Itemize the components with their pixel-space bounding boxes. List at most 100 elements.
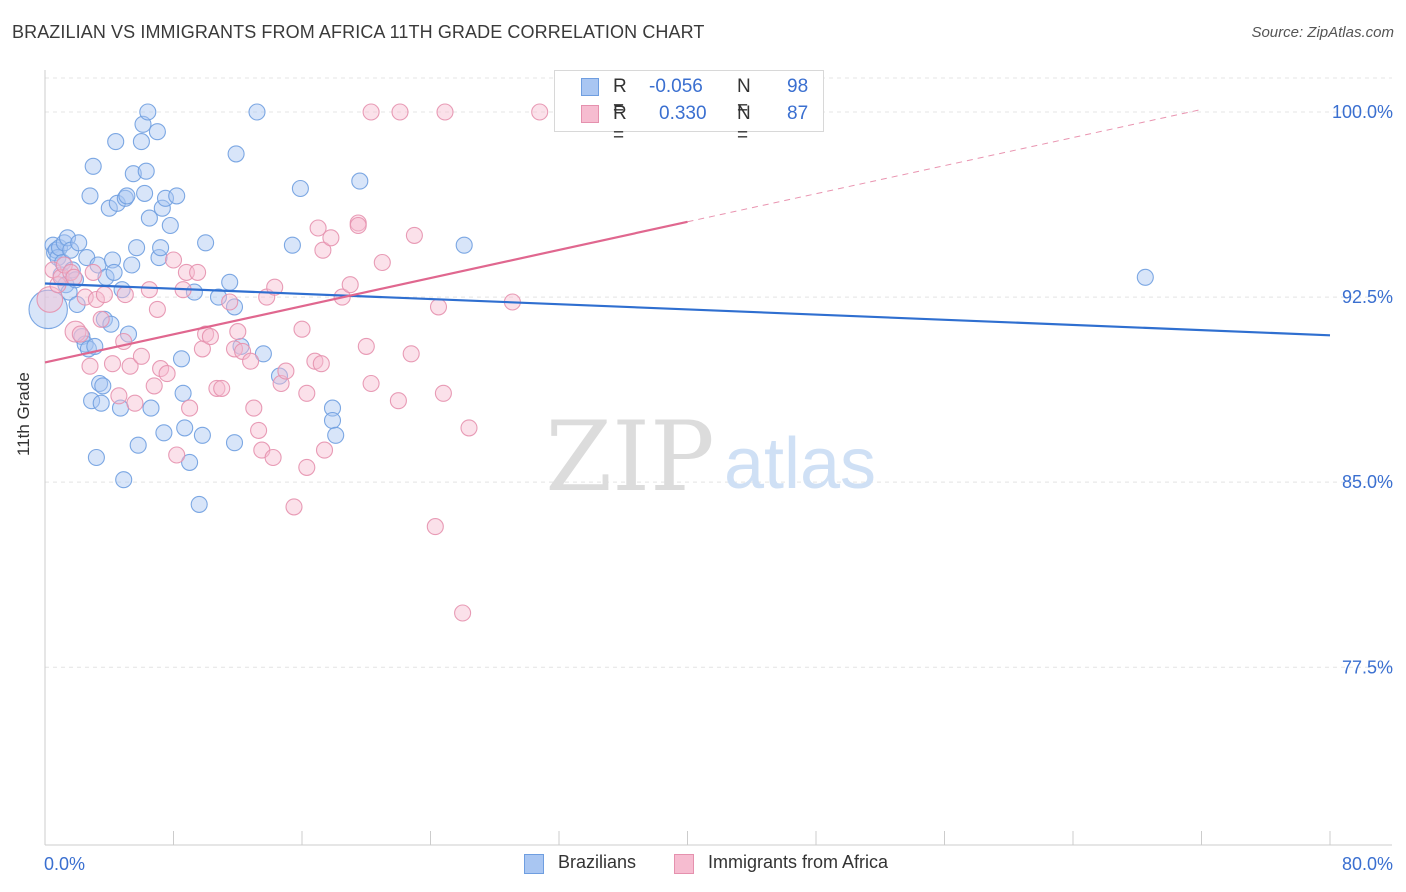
point-africa bbox=[391, 103, 409, 121]
point-africa bbox=[454, 604, 472, 622]
legend-n-value: 87 bbox=[787, 103, 809, 124]
point-africa bbox=[314, 241, 332, 259]
point-africa bbox=[426, 518, 444, 536]
point-brazilians bbox=[70, 234, 88, 252]
point-africa bbox=[92, 310, 110, 328]
point-brazilians bbox=[124, 165, 142, 183]
point-africa bbox=[197, 325, 215, 343]
point-africa bbox=[362, 103, 380, 121]
point-africa bbox=[87, 290, 105, 309]
point-brazilians bbox=[327, 426, 345, 444]
point-brazilians bbox=[172, 350, 191, 368]
bottom-legend-label: Immigrants from Africa bbox=[708, 852, 889, 872]
point-africa bbox=[132, 347, 150, 365]
legend-r-label: R = bbox=[613, 103, 627, 146]
point-africa bbox=[164, 251, 183, 269]
point-brazilians bbox=[102, 315, 120, 333]
point-brazilians bbox=[1136, 268, 1154, 286]
legend-r-value: -0.056 bbox=[649, 76, 703, 97]
point-brazilians bbox=[153, 199, 171, 217]
point-africa bbox=[65, 268, 83, 286]
point-brazilians bbox=[139, 103, 157, 121]
point-brazilians bbox=[283, 236, 301, 254]
chart-title: BRAZILIAN VS IMMIGRANTS FROM AFRICA 11TH… bbox=[12, 22, 705, 42]
point-africa bbox=[436, 103, 454, 121]
point-africa bbox=[95, 286, 113, 304]
legend-r-label: R = bbox=[613, 76, 627, 119]
point-africa bbox=[298, 384, 316, 402]
y-tick-label: 92.5% bbox=[1342, 287, 1393, 307]
point-brazilians bbox=[107, 133, 125, 151]
point-brazilians bbox=[323, 399, 342, 417]
point-brazilians bbox=[83, 392, 101, 410]
point-africa bbox=[158, 365, 176, 383]
point-brazilians bbox=[156, 189, 175, 207]
point-africa bbox=[116, 286, 134, 304]
point-brazilians bbox=[87, 448, 105, 467]
watermark-zip: ZIP bbox=[545, 401, 714, 513]
point-brazilians bbox=[291, 179, 309, 198]
point-brazilians bbox=[129, 436, 147, 454]
point-africa bbox=[266, 278, 284, 296]
point-brazilians bbox=[142, 399, 160, 417]
point-africa bbox=[362, 374, 380, 393]
point-africa bbox=[312, 355, 330, 373]
point-brazilians bbox=[168, 187, 186, 205]
point-brazilians bbox=[455, 236, 473, 254]
point-africa bbox=[349, 216, 367, 235]
gridlines bbox=[45, 77, 1392, 668]
watermark: ZIP atlas bbox=[545, 401, 876, 513]
point-brazilians bbox=[128, 239, 146, 257]
legend-n-label: N = bbox=[737, 103, 751, 146]
point-brazilians bbox=[123, 256, 141, 274]
point-brazilians bbox=[103, 251, 122, 269]
point-brazilians bbox=[115, 471, 133, 489]
legend-r-value: 0.330 bbox=[659, 103, 707, 124]
y-tick-label: 77.5% bbox=[1342, 657, 1393, 677]
point-africa bbox=[293, 320, 311, 338]
point-africa bbox=[242, 352, 260, 370]
y-tick-label: 100.0% bbox=[1332, 102, 1393, 122]
point-brazilians bbox=[176, 419, 194, 437]
point-brazilians bbox=[161, 216, 179, 235]
point-africa bbox=[229, 323, 247, 341]
point-africa bbox=[373, 253, 391, 272]
point-africa bbox=[285, 498, 303, 516]
point-brazilians bbox=[92, 394, 110, 412]
y-tick-label: 85.0% bbox=[1342, 472, 1393, 492]
point-africa bbox=[181, 399, 199, 417]
point-africa bbox=[341, 276, 359, 294]
point-brazilians bbox=[94, 377, 112, 395]
point-africa bbox=[264, 448, 282, 467]
point-africa bbox=[121, 357, 139, 375]
x-tick-label: 0.0% bbox=[44, 854, 85, 874]
point-brazilians bbox=[148, 123, 166, 141]
point-africa bbox=[298, 458, 316, 476]
point-africa bbox=[277, 362, 295, 380]
point-africa bbox=[322, 229, 340, 247]
watermark-atlas: atlas bbox=[724, 424, 876, 504]
legend-swatch-africa bbox=[581, 105, 599, 123]
point-africa bbox=[148, 300, 166, 318]
legend-n-value: 98 bbox=[787, 76, 809, 97]
point-africa bbox=[76, 288, 94, 306]
point-brazilians bbox=[225, 298, 244, 316]
point-africa bbox=[434, 384, 452, 402]
legend-n-label: N = bbox=[737, 76, 751, 119]
point-africa bbox=[201, 328, 219, 346]
point-africa bbox=[357, 337, 375, 355]
point-brazilians bbox=[209, 288, 228, 306]
point-brazilians bbox=[152, 239, 170, 257]
point-africa bbox=[103, 355, 122, 373]
point-africa bbox=[208, 379, 226, 397]
point-brazilians bbox=[190, 495, 208, 513]
point-africa bbox=[221, 293, 239, 311]
point-brazilians bbox=[248, 103, 266, 121]
point-africa bbox=[168, 446, 186, 464]
point-brazilians bbox=[254, 345, 272, 363]
point-brazilians bbox=[91, 374, 109, 393]
point-africa bbox=[429, 298, 448, 316]
point-brazilians bbox=[137, 162, 155, 180]
trend-line-africa bbox=[44, 220, 688, 364]
point-brazilians bbox=[132, 133, 150, 151]
